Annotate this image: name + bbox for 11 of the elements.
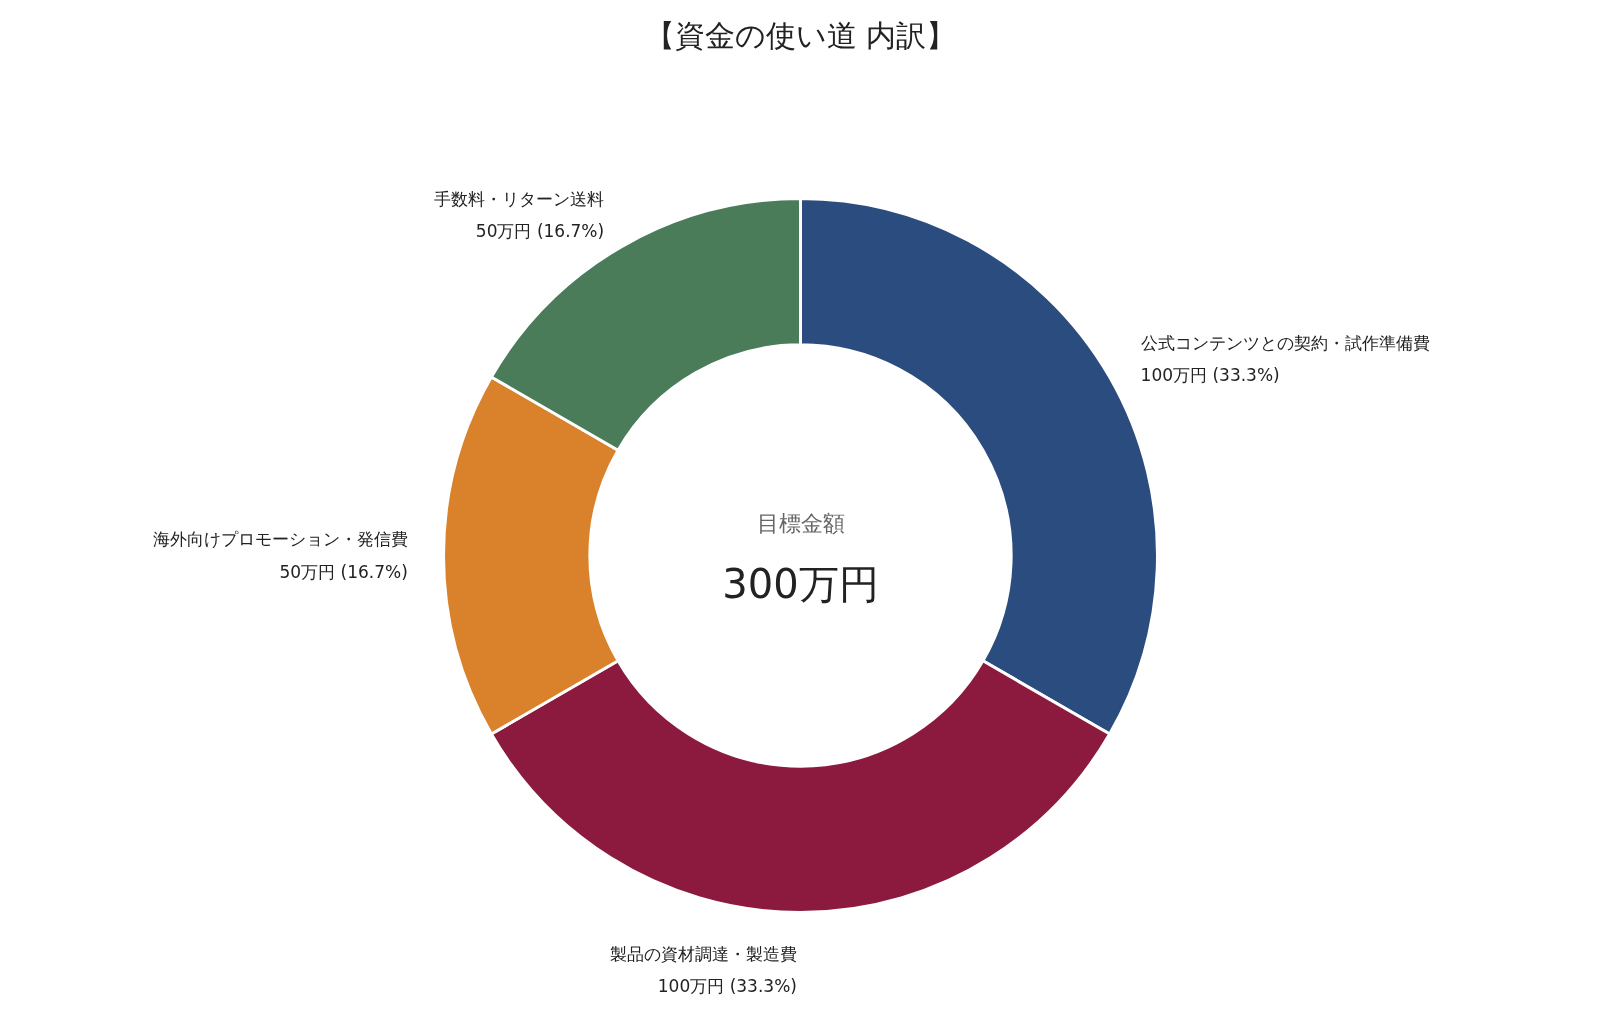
slice-label: 手数料・リターン送料 <box>434 189 605 210</box>
data-label: 100万円 (33.3%) <box>1140 365 1280 386</box>
slice-label: 海外向けプロモーション・発信費 <box>152 529 408 550</box>
slice-label: 公式コンテンツとの契約・試作準備費 <box>1140 333 1430 354</box>
data-label: 100万円 (33.3%) <box>657 975 797 996</box>
data-label: 50万円 (16.7%) <box>475 221 605 242</box>
text: 300万円 <box>722 561 879 608</box>
data-label: 50万円 (16.7%) <box>279 561 408 582</box>
chart-title: 【資金の使い道 内訳】 <box>644 18 957 53</box>
slice-label: 製品の資材調達・製造費 <box>609 943 797 964</box>
text: 目標金額 <box>756 510 845 536</box>
